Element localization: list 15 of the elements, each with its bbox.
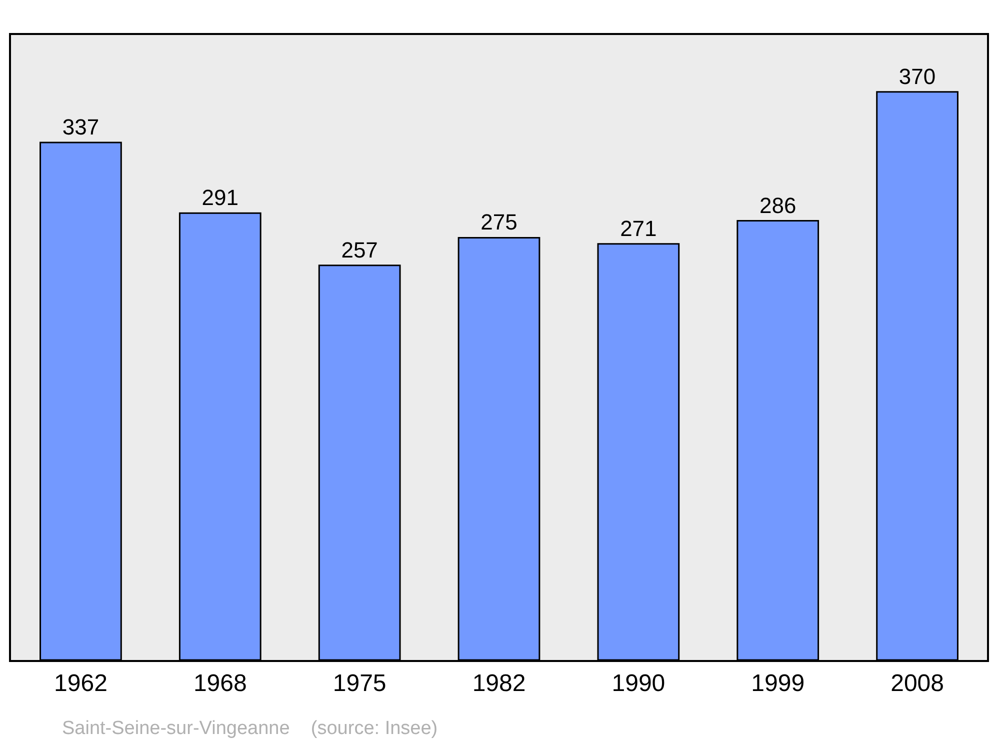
data-label: 337	[62, 114, 100, 140]
x-tick-label: 1975	[332, 670, 386, 697]
data-label: 257	[341, 237, 378, 262]
x-tick-label: 1968	[193, 670, 247, 697]
data-label: 291	[202, 185, 239, 210]
x-tick-label: 1962	[54, 670, 108, 697]
text: Saint-Seine-sur-Vingeanne (source: Insee)	[62, 718, 438, 739]
x-tick-label: 1990	[612, 670, 666, 697]
x-tick-label: 1999	[751, 670, 805, 697]
x-tick-label: 1982	[472, 670, 526, 697]
data-label: 275	[480, 210, 518, 235]
data-label: 370	[898, 64, 936, 89]
data-label: 271	[620, 216, 657, 241]
data-label: 286	[759, 192, 796, 218]
x-tick-label: 2008	[890, 670, 944, 697]
